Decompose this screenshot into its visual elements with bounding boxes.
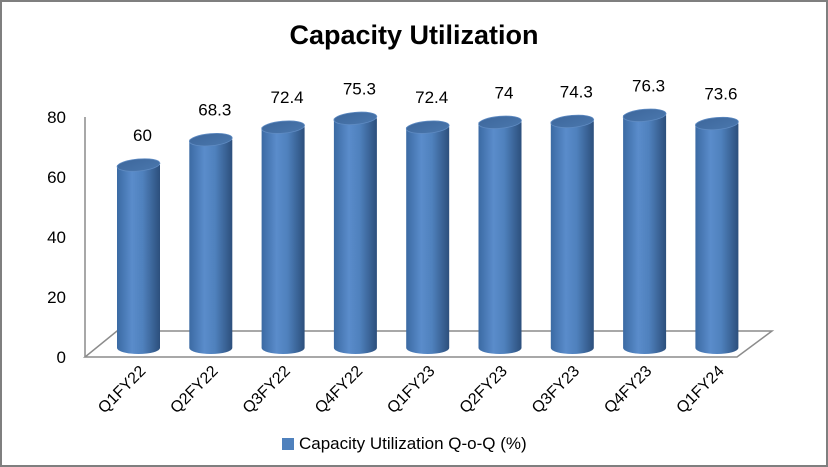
bar-body [261,127,305,355]
bar-body [189,139,233,354]
x-tick-label: Q1FY23 [384,363,438,417]
bar-body [695,123,739,355]
data-label: 76.3 [632,76,665,95]
bar-body [117,165,160,354]
bar [405,120,450,355]
bar [478,115,522,354]
x-tick-label: Q1FY22 [95,363,149,417]
data-label: 74.3 [560,82,593,101]
x-tick-label: Q2FY23 [457,363,511,417]
data-label: 60 [133,126,152,145]
x-tick-label: Q2FY22 [167,363,221,417]
bar-body [406,127,450,355]
chart-title: Capacity Utilization [289,20,539,50]
legend-swatch [282,438,294,450]
x-tick-label: Q3FY23 [529,363,583,417]
data-label: 74 [495,83,514,102]
bar-top [695,116,739,131]
bar [333,111,378,354]
y-tick-label: 0 [57,348,66,367]
data-label: 73.6 [704,85,737,104]
bar-top [478,115,522,129]
y-tick-label: 80 [47,108,66,127]
data-label: 75.3 [343,79,376,98]
y-tick-label: 20 [47,288,66,307]
data-label: 72.4 [415,88,448,107]
bar-body [623,115,667,354]
y-tick-label: 60 [47,168,66,187]
data-label: 72.4 [271,88,304,107]
bar-top [550,114,595,129]
bar-top [333,111,378,125]
bar-top [188,133,233,147]
bar-body [478,122,522,354]
bar [622,108,667,354]
bar-body [333,118,377,354]
legend-label: Capacity Utilization Q-o-Q (%) [299,434,527,453]
x-tick-label: Q1FY24 [674,363,728,417]
data-label: 68.3 [198,101,231,120]
y-tick-label: 40 [47,228,66,247]
bar [550,114,595,354]
bar-top [116,158,161,172]
bar-top [622,108,667,122]
legend: Capacity Utilization Q-o-Q (%) [282,434,527,454]
bar-top [261,120,305,134]
bar [261,120,305,355]
x-tick-label: Q3FY22 [240,363,294,417]
x-tick-label: Q4FY22 [312,363,366,417]
bar-body [550,121,594,354]
bar [116,158,161,354]
bar-top [405,120,450,134]
bar [188,133,233,354]
bar [695,116,739,355]
x-tick-label: Q4FY23 [601,363,655,417]
